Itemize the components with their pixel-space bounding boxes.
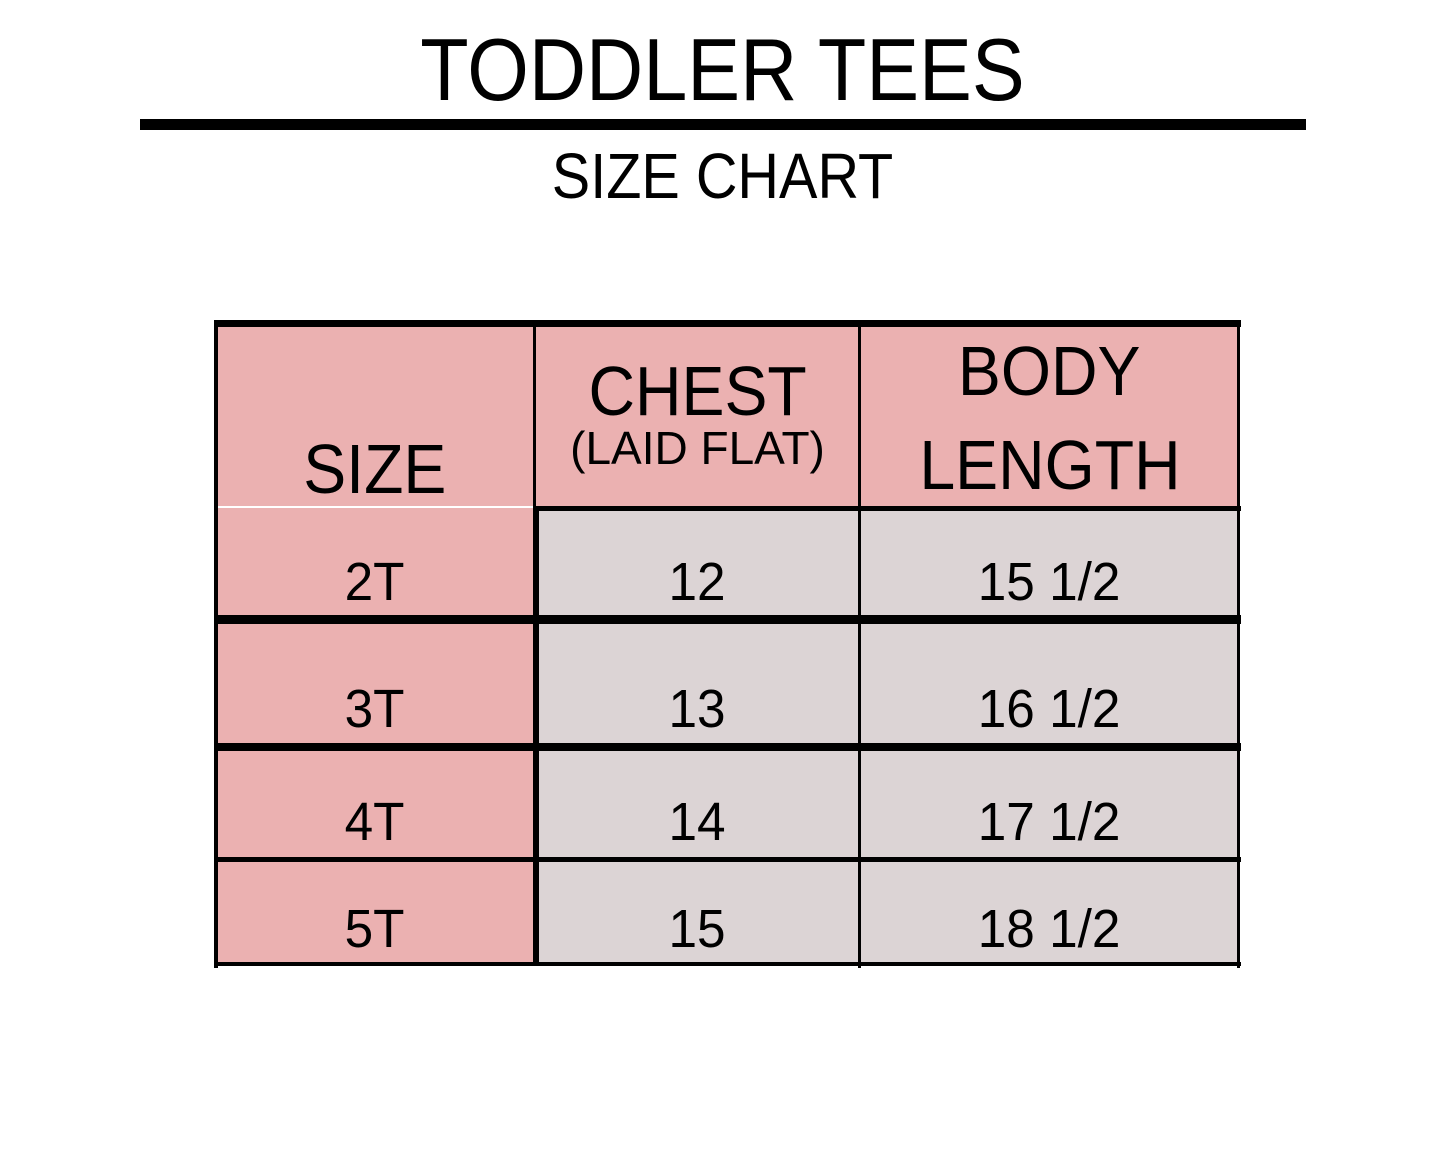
chest-value: 15 bbox=[668, 899, 727, 959]
page-subtitle: SIZE CHART bbox=[551, 140, 894, 212]
table-row-size: 5T bbox=[215, 860, 535, 965]
body-length-value: 15 1/2 bbox=[978, 552, 1121, 612]
table-border bbox=[533, 508, 539, 966]
table-border bbox=[858, 320, 861, 968]
table-border bbox=[215, 857, 1241, 862]
table-border bbox=[214, 320, 218, 968]
table-border bbox=[215, 320, 1241, 327]
size-value: 4T bbox=[345, 792, 405, 852]
table-row-chest: 12 bbox=[535, 508, 860, 620]
chest-value: 14 bbox=[668, 792, 727, 852]
header-body-label-1: BODY bbox=[958, 332, 1141, 410]
table-border bbox=[215, 506, 533, 508]
table-row-body-length: 15 1/2 bbox=[860, 508, 1239, 620]
title-divider bbox=[140, 119, 1306, 130]
size-value: 3T bbox=[345, 679, 405, 739]
size-value: 2T bbox=[345, 552, 405, 612]
table-row-chest: 15 bbox=[535, 860, 860, 965]
table-border bbox=[215, 962, 1241, 966]
table-row-size: 3T bbox=[215, 620, 535, 747]
page-title: TODDLER TEES bbox=[420, 20, 1025, 119]
body-length-value: 16 1/2 bbox=[978, 679, 1121, 739]
header-size: SIZE bbox=[215, 322, 535, 508]
table-row-body-length: 16 1/2 bbox=[860, 620, 1239, 747]
table-row-chest: 13 bbox=[535, 620, 860, 747]
table-row-size: 2T bbox=[215, 508, 535, 620]
body-length-value: 18 1/2 bbox=[978, 899, 1121, 959]
chest-value: 13 bbox=[668, 679, 727, 739]
table-row-body-length: 17 1/2 bbox=[860, 747, 1239, 860]
table-border bbox=[533, 506, 1241, 511]
header-chest-sublabel: (LAID FLAT) bbox=[570, 422, 825, 474]
header-chest: CHEST (LAID FLAT) bbox=[535, 322, 860, 508]
header-body-length: BODY LENGTH bbox=[860, 322, 1239, 508]
header-size-label: SIZE bbox=[303, 430, 447, 508]
table-row-chest: 14 bbox=[535, 747, 860, 860]
size-value: 5T bbox=[345, 899, 405, 959]
chest-value: 12 bbox=[668, 552, 727, 612]
table-border bbox=[215, 615, 1241, 624]
table-border bbox=[533, 320, 536, 510]
header-body-label-2: LENGTH bbox=[918, 426, 1181, 504]
table-row-body-length: 18 1/2 bbox=[860, 860, 1239, 965]
header-chest-label: CHEST bbox=[588, 352, 807, 430]
table-border bbox=[1237, 320, 1240, 968]
table-border bbox=[215, 743, 1241, 751]
table-row-size: 4T bbox=[215, 747, 535, 860]
body-length-value: 17 1/2 bbox=[978, 792, 1121, 852]
